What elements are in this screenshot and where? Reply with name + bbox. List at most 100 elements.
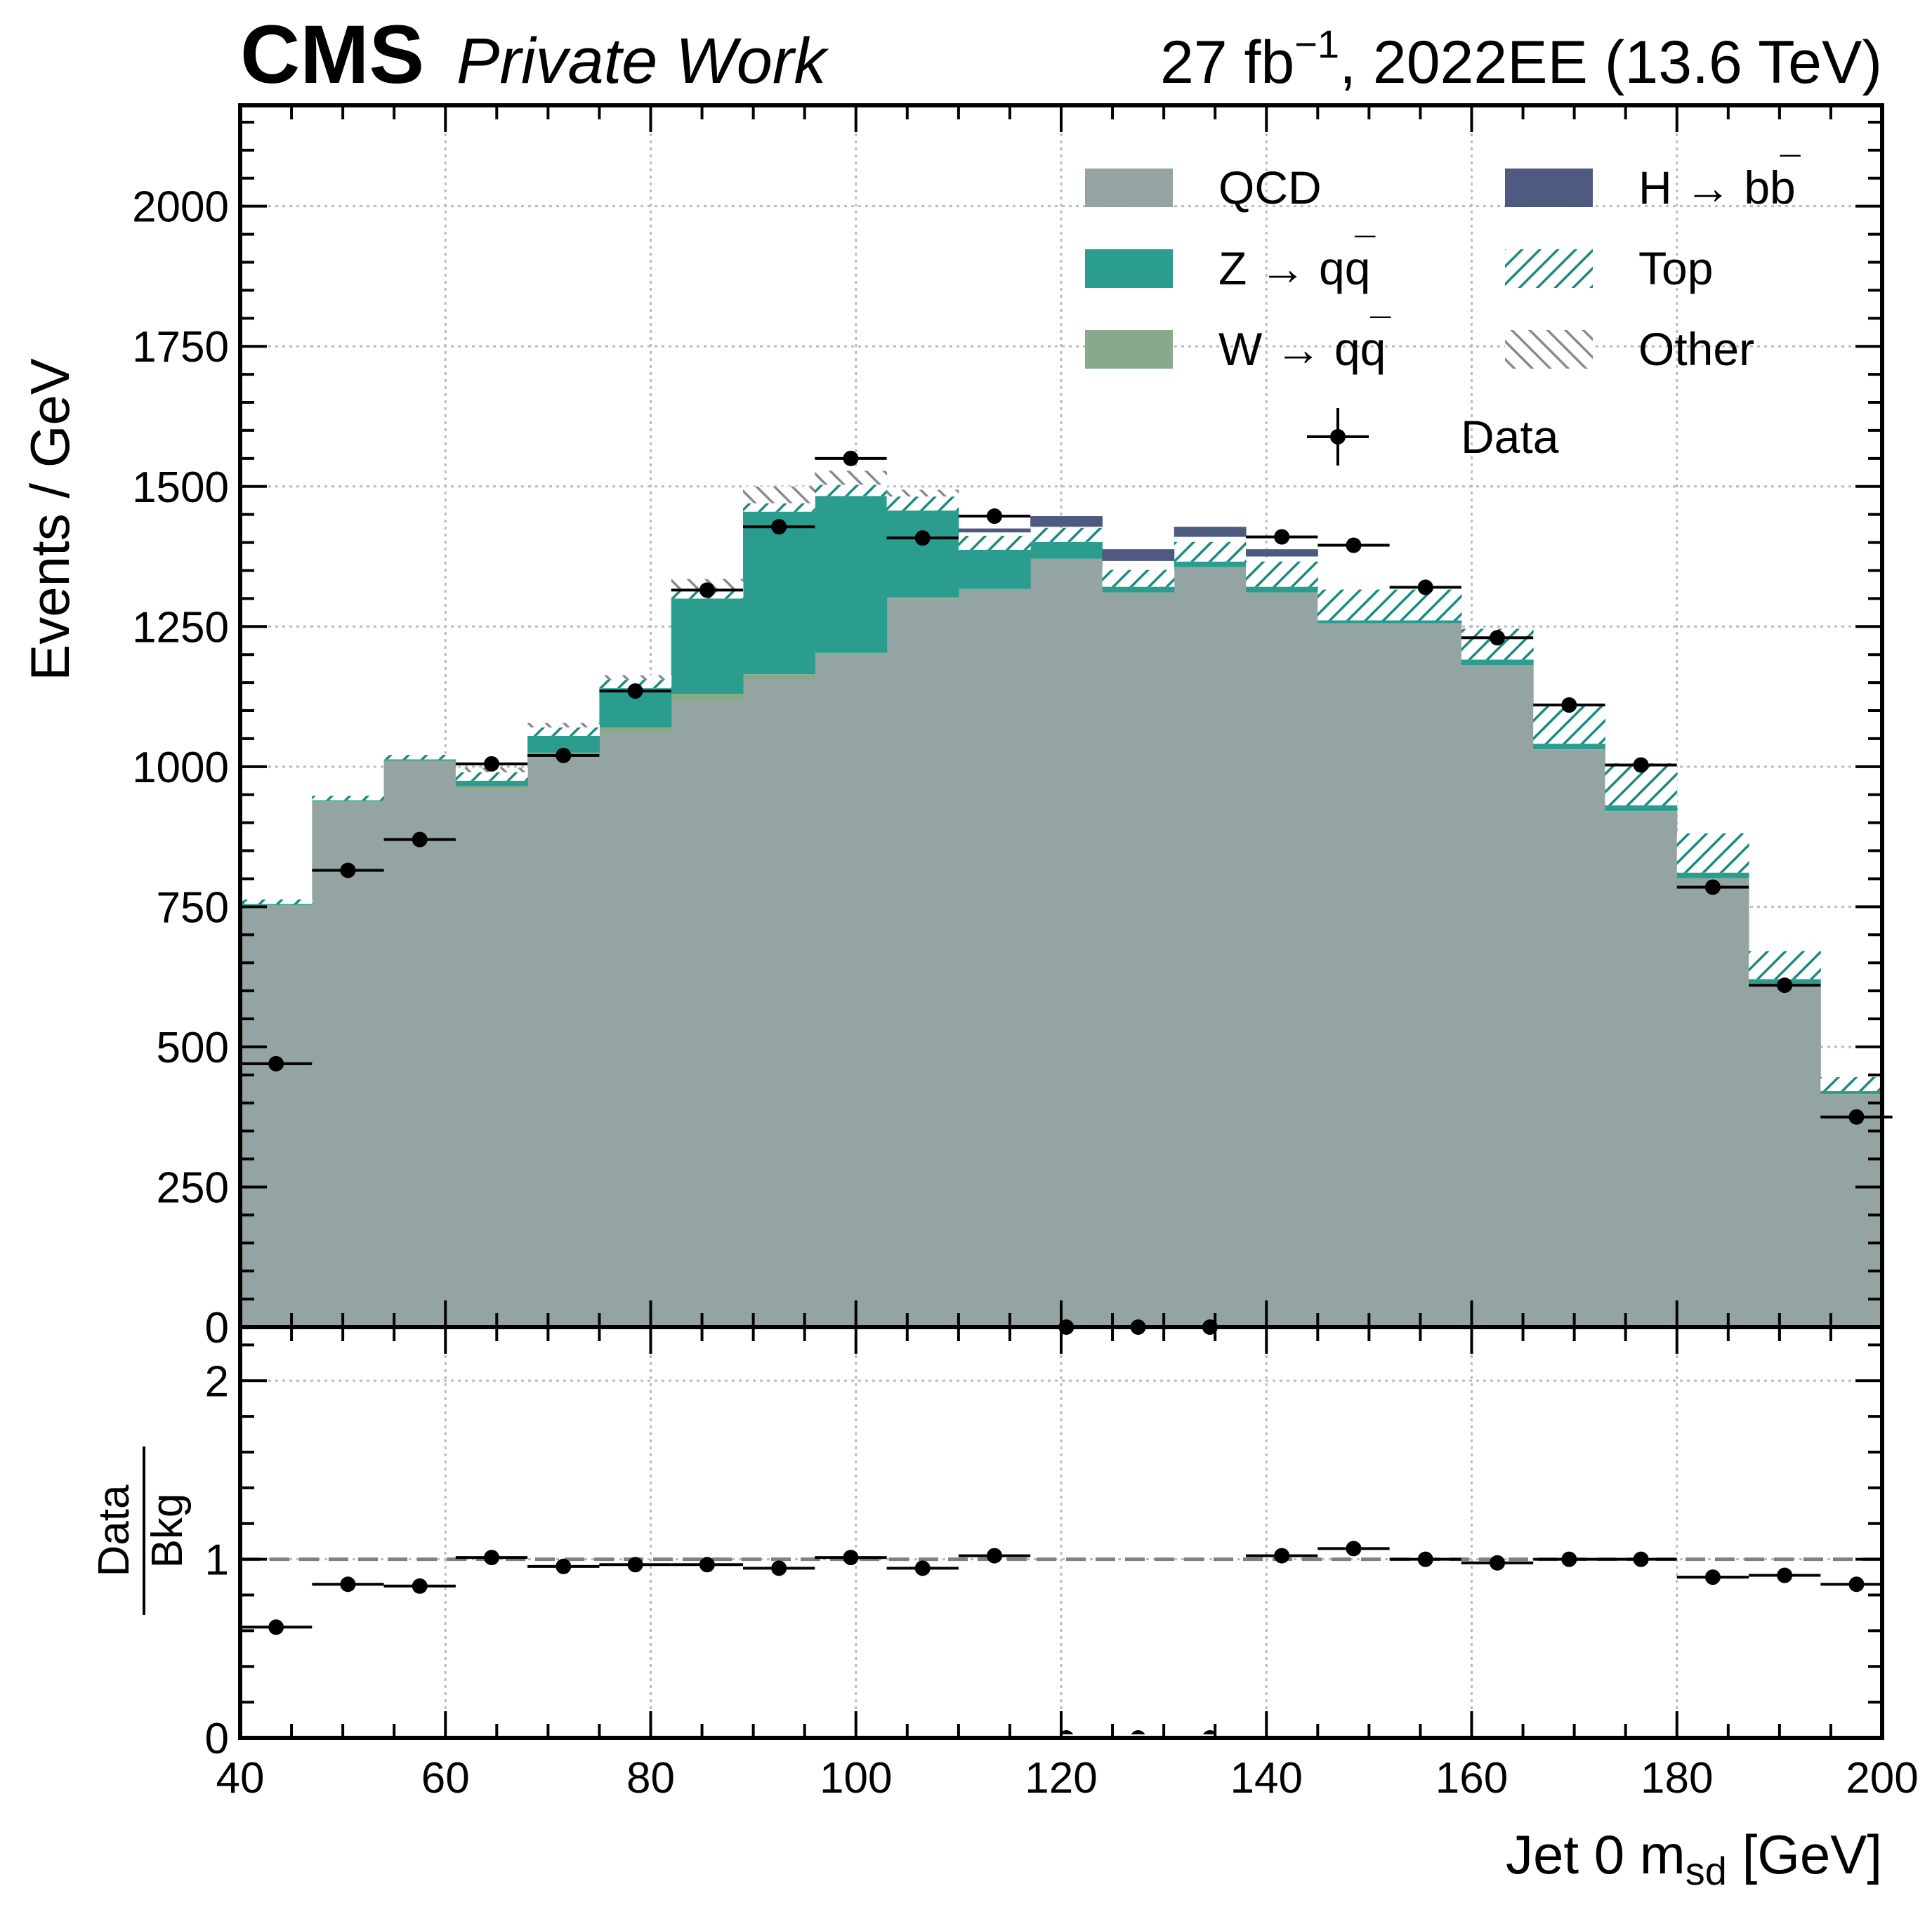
ratio-point	[843, 1550, 859, 1566]
stack-bar	[1820, 1090, 1882, 1094]
stack-bar	[1749, 985, 1821, 1327]
ratio-point	[627, 1557, 643, 1573]
stack-bar	[455, 789, 528, 1327]
stack-bar	[886, 496, 959, 511]
data-point	[340, 862, 356, 878]
stack-bar	[527, 735, 600, 753]
data-point	[1490, 630, 1506, 646]
hbb-bar	[958, 528, 1031, 533]
ratio-y-axis-label: Data Bkg	[90, 1446, 192, 1615]
stack-bar	[743, 674, 815, 680]
stacked-histogram	[240, 470, 1882, 1327]
legend-swatch-top	[1505, 249, 1593, 288]
lumi-prefix: 27 fb	[1160, 29, 1294, 96]
stack-bar	[1676, 833, 1749, 873]
data-point	[1777, 977, 1793, 994]
x-tick-labels: 40 60 80 100 120 140 160 180 200	[216, 1754, 1919, 1802]
stack-bar	[958, 549, 1031, 589]
data-point	[987, 508, 1003, 525]
stack-bar	[1030, 558, 1103, 560]
legend-swatch-qcd	[1085, 169, 1173, 207]
ratio-point	[1059, 1730, 1074, 1734]
ratio-ylabel-denominator: Bkg	[143, 1494, 192, 1569]
stack-bar	[1820, 1077, 1882, 1091]
ratio-point	[1346, 1541, 1362, 1557]
stack-bar	[1461, 659, 1534, 666]
stack-bar	[599, 732, 672, 1327]
ratio-point	[771, 1560, 787, 1576]
legend-label-other: Other	[1638, 323, 1754, 375]
stack-bar	[1389, 624, 1462, 1327]
stack-bar	[1533, 744, 1605, 750]
y-tick-label: 1000	[132, 744, 229, 792]
stack-bar	[1533, 749, 1605, 1327]
status-label: Private Work	[456, 25, 829, 97]
stack-bar	[1317, 620, 1391, 624]
legend-label-qcd: QCD	[1218, 162, 1322, 213]
data-point	[1417, 579, 1433, 595]
stack-bar	[1246, 586, 1318, 593]
stack-bar	[1820, 1093, 1882, 1095]
x-tick-label: 120	[1025, 1754, 1097, 1802]
stack-bar	[312, 796, 385, 800]
stack-bar	[1102, 593, 1175, 1327]
stack-bar	[383, 755, 456, 760]
x-label-main: Jet 0 m	[1506, 1824, 1685, 1885]
stack-bar	[886, 510, 959, 598]
stack-bar	[1317, 589, 1391, 621]
stack-bar	[886, 597, 959, 599]
stack-bar	[1461, 666, 1534, 1327]
y-tick-label: 2000	[132, 183, 229, 232]
ratio-y-tick-labels: 0 1 2	[205, 1357, 229, 1763]
ratio-point	[699, 1557, 715, 1573]
y-tick-label: 250	[157, 1164, 229, 1212]
ratio-point	[1274, 1548, 1290, 1564]
data-point	[627, 683, 643, 699]
stack-bar	[240, 907, 313, 1327]
stack-bar	[1174, 561, 1247, 567]
stack-bar	[527, 758, 600, 1327]
ratio-point	[914, 1560, 931, 1576]
stack-bar	[599, 675, 672, 680]
data-point	[1561, 697, 1577, 713]
stack-bar	[1605, 810, 1678, 812]
x-tick-label: 180	[1641, 1754, 1713, 1802]
data-point	[914, 530, 931, 546]
legend-label-top: Top	[1638, 242, 1713, 294]
ratio-point	[1417, 1551, 1433, 1567]
x-tick-label: 160	[1435, 1754, 1508, 1802]
cms-label: CMS	[240, 8, 424, 101]
legend-swatch-other	[1505, 330, 1593, 369]
ratio-point	[987, 1548, 1003, 1564]
stack-bar	[1605, 805, 1678, 811]
stack-bar	[743, 503, 815, 512]
stack-bar	[1676, 872, 1749, 878]
hbb-bar	[1174, 527, 1247, 537]
x-tick-label: 80	[626, 1754, 675, 1802]
stack-bar	[240, 904, 313, 907]
ratio-point	[1777, 1567, 1793, 1583]
stack-bar	[1102, 569, 1175, 587]
stack-bar	[455, 780, 528, 786]
x-axis-label: Jet 0 msd [GeV]	[1506, 1824, 1882, 1893]
stack-bar	[958, 535, 1031, 550]
stack-bar	[383, 762, 456, 1327]
stack-bar	[1174, 567, 1247, 1327]
hbb-bar	[1030, 516, 1103, 527]
stack-bar	[671, 702, 744, 1327]
stack-bar	[1246, 561, 1318, 587]
stack-bar	[815, 470, 888, 485]
data-point	[699, 582, 715, 598]
stack-bar	[383, 759, 456, 761]
stack-bar	[886, 598, 959, 1327]
stack-bar	[1030, 541, 1103, 559]
stack-bar	[1030, 527, 1103, 542]
ratio-point	[412, 1578, 428, 1594]
stack-bar	[1102, 586, 1175, 593]
ratio-y-tick-label: 2	[205, 1357, 229, 1406]
ratio-point	[1633, 1551, 1649, 1567]
ratio-ylabel-numerator: Data	[90, 1484, 138, 1576]
main-y-axis-label: Events / GeV	[19, 358, 81, 681]
stack-bar	[1461, 665, 1534, 666]
